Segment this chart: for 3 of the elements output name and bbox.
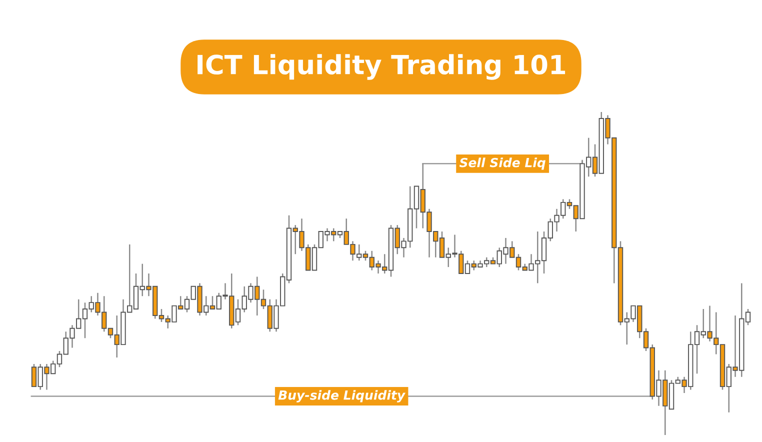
- chart-title: ICT Liquidity Trading 101: [198, 54, 566, 80]
- ref-line-label: Buy-side Liquidity: [278, 390, 406, 402]
- ref-line-label: Sell Side Liq: [459, 158, 546, 170]
